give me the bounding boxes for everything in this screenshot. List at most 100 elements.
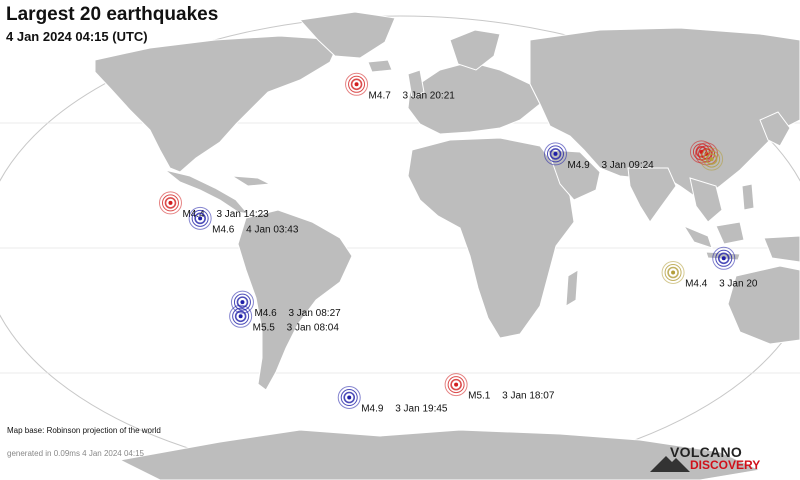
arabia — [547, 149, 601, 201]
earthquake-ring — [700, 147, 724, 171]
india — [627, 167, 677, 223]
map-subtitle: 4 Jan 2024 04:15 (UTC) — [6, 29, 148, 44]
earthquake-magnitude-label: M4.9 — [361, 404, 384, 415]
indonesia-borneo — [715, 221, 745, 245]
earthquake-epicenter — [553, 151, 558, 156]
earthquake-ring — [667, 266, 679, 279]
earthquake-magnitude-label: M4.6 — [254, 308, 277, 319]
earthquake-ring — [230, 290, 254, 314]
earthquake-ring — [450, 378, 462, 391]
earthquake-marker[interactable] — [345, 72, 369, 96]
earthquake-ring — [695, 146, 708, 158]
earthquake-time-label: 3 Jan 14:23 — [216, 209, 269, 220]
earthquake-ring — [549, 148, 562, 160]
earthquake-ring — [236, 296, 249, 308]
iceland — [367, 59, 393, 73]
earthquake-marker[interactable] — [543, 142, 567, 166]
africa — [407, 137, 575, 339]
earthquake-epicenter — [721, 256, 726, 261]
map-base-credit: Map base: Robinson projection of the wor… — [7, 426, 161, 435]
earthquake-marker[interactable] — [229, 304, 253, 328]
caribbean — [231, 175, 272, 187]
earthquake-ring — [337, 386, 361, 410]
earthquake-marker[interactable] — [444, 373, 468, 397]
earthquake-ring — [340, 389, 358, 407]
earthquake-magnitude-label: M4.9 — [567, 160, 590, 171]
britain — [407, 69, 425, 99]
map-title: Largest 20 earthquakes — [6, 4, 219, 25]
earthquake-epicenter — [454, 382, 459, 387]
logo-text-volcano: VOLCANO — [670, 444, 743, 460]
volcano-logo-icon — [650, 456, 690, 472]
earthquake-ring — [350, 78, 363, 91]
scandinavia — [449, 29, 501, 71]
earthquake-ring — [229, 304, 253, 328]
japan — [759, 111, 791, 147]
earthquake-epicenter — [240, 300, 245, 305]
earthquake-ring — [703, 150, 721, 168]
earthquake-ring — [717, 252, 730, 265]
earthquake-time-label: 3 Jan 08:27 — [288, 308, 341, 319]
earthquake-epicenter — [354, 82, 359, 87]
new-guinea — [763, 235, 800, 263]
volcano-discovery-logo[interactable]: VOLCANO DISCOVERY — [650, 444, 780, 474]
earthquake-marker[interactable] — [158, 191, 182, 215]
earthquake-ring — [444, 373, 468, 397]
earthquake-marker[interactable] — [700, 147, 724, 171]
earthquake-marker[interactable] — [188, 206, 212, 230]
earthquake-time-label: 3 Jan 20 — [719, 278, 758, 289]
indonesia-sumatra — [682, 224, 713, 249]
earthquake-ring — [191, 209, 209, 227]
earthquake-magnitude-label: M4.4 — [685, 278, 708, 289]
earthquake-ring — [712, 246, 736, 270]
earthquake-ring — [232, 307, 250, 325]
earthquake-magnitude-label: M5.1 — [468, 391, 491, 402]
antarctica — [118, 429, 762, 480]
earthquake-epicenter — [168, 200, 173, 205]
earthquake-time-label: 4 Jan 03:43 — [246, 224, 299, 235]
earthquake-ring — [234, 310, 247, 323]
earthquake-epicenter — [198, 216, 203, 221]
earthquake-epicenter — [238, 314, 243, 319]
earthquake-magnitude-label: M4.7 — [369, 90, 392, 101]
earthquake-ring — [664, 263, 682, 281]
earthquake-time-label: 3 Jan 20:21 — [403, 90, 456, 101]
earthquake-ring — [233, 293, 251, 311]
earthquake-magnitude-label: M5.5 — [253, 322, 276, 333]
earthquake-ring — [715, 249, 733, 267]
logo-text-discovery: DISCOVERY — [690, 458, 761, 472]
central-america — [164, 169, 250, 215]
generated-timestamp: generated in 0.09ms 4 Jan 2024 04:15 — [7, 449, 144, 458]
earthquake-ring — [447, 376, 465, 394]
australia — [727, 265, 800, 345]
earthquake-ring — [348, 75, 366, 93]
earthquake-ring — [546, 145, 564, 163]
earthquake-marker[interactable] — [230, 290, 254, 314]
greenland — [299, 11, 396, 59]
madagascar — [565, 269, 579, 307]
earthquake-ring — [345, 72, 369, 96]
north-america — [94, 35, 341, 173]
earthquake-ring — [161, 194, 179, 212]
earthquake-epicenter — [347, 395, 352, 400]
earthquake-ring — [188, 206, 212, 230]
earthquake-epicenter — [671, 270, 676, 275]
earthquake-ring — [343, 391, 356, 404]
philippines — [741, 183, 755, 211]
earthquake-time-label: 3 Jan 08:04 — [287, 322, 340, 333]
earthquake-markers: M4.7 3 Jan 20:21 M4.4 3 Jan 14:23 M4.6 4 Jan … — [158, 72, 758, 415]
indochina — [689, 177, 723, 223]
south-america — [237, 209, 353, 391]
earthquake-ring — [543, 142, 567, 166]
earthquake-marker[interactable] — [712, 246, 736, 270]
earthquake-marker[interactable] — [661, 260, 685, 284]
earthquake-time-label: 3 Jan 18:07 — [502, 391, 555, 402]
earthquake-magnitude-label: M4.4 — [182, 209, 205, 220]
earthquake-ring — [661, 260, 685, 284]
land-masses — [94, 11, 800, 480]
earthquake-ring — [158, 191, 182, 215]
earthquake-epicenter — [709, 157, 714, 162]
earthquake-ring — [194, 212, 206, 225]
earthquake-marker[interactable] — [337, 386, 361, 410]
